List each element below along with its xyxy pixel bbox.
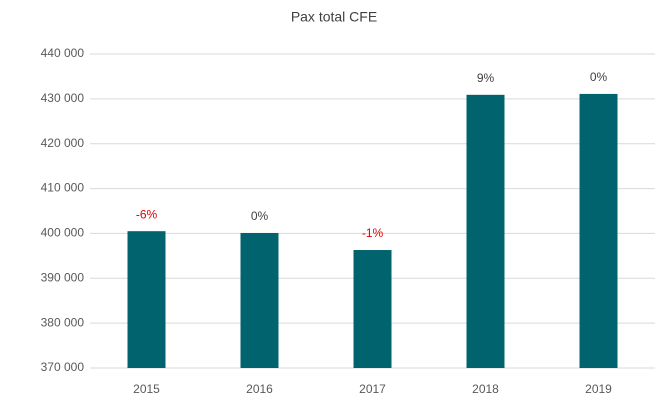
- y-tick-label: 390 000: [41, 270, 85, 284]
- y-tick-label: 430 000: [41, 91, 85, 105]
- bar-annotation: -1%: [362, 226, 384, 240]
- x-tick-label: 2017: [359, 382, 386, 396]
- bar: [466, 94, 505, 368]
- y-tick-label: 410 000: [41, 181, 85, 195]
- bar: [353, 250, 392, 368]
- x-tick-label: 2018: [472, 382, 499, 396]
- bar-annotation: 0%: [590, 70, 608, 84]
- bar-annotation: 0%: [251, 209, 269, 223]
- x-tick-label: 2015: [133, 382, 160, 396]
- bar-annotation: 9%: [477, 71, 495, 85]
- y-tick-label: 420 000: [41, 136, 85, 150]
- x-tick-label: 2016: [246, 382, 273, 396]
- bar: [240, 232, 279, 368]
- chart-title: Pax total CFE: [291, 9, 377, 25]
- bar: [579, 93, 618, 369]
- y-tick-label: 440 000: [41, 46, 85, 60]
- y-tick-label: 400 000: [41, 226, 85, 240]
- bar: [127, 231, 166, 368]
- y-tick-label: 370 000: [41, 360, 85, 374]
- y-tick-label: 380 000: [41, 315, 85, 329]
- bar-annotation: -6%: [136, 207, 158, 221]
- x-tick-label: 2019: [585, 382, 612, 396]
